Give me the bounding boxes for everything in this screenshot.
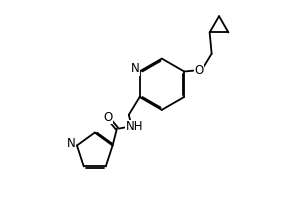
Text: N: N — [67, 137, 76, 150]
Text: N: N — [131, 62, 140, 75]
Text: O: O — [194, 64, 203, 77]
Text: O: O — [103, 111, 113, 124]
Text: NH: NH — [126, 120, 143, 133]
